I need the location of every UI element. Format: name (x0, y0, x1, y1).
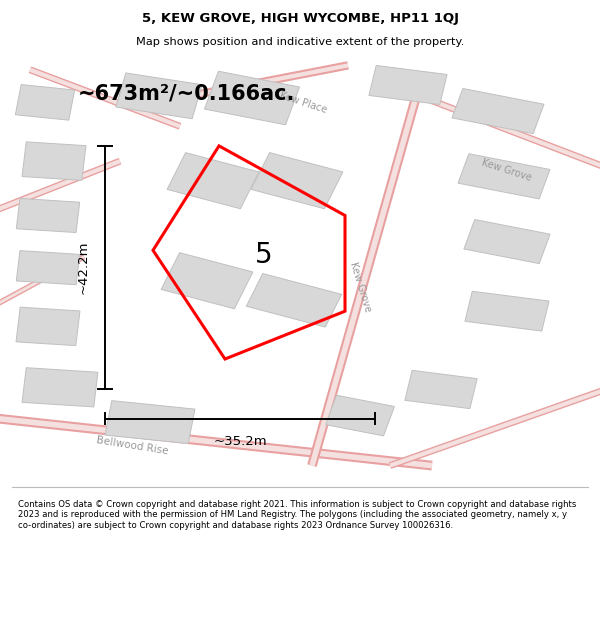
Polygon shape (464, 219, 550, 264)
Text: Contains OS data © Crown copyright and database right 2021. This information is : Contains OS data © Crown copyright and d… (18, 500, 577, 530)
Polygon shape (405, 371, 477, 409)
Text: ~673m²/~0.166ac.: ~673m²/~0.166ac. (78, 84, 295, 104)
Polygon shape (452, 89, 544, 134)
Polygon shape (16, 307, 80, 346)
Polygon shape (167, 152, 259, 209)
Polygon shape (16, 84, 74, 120)
Text: 5, KEW GROVE, HIGH WYCOMBE, HP11 1QJ: 5, KEW GROVE, HIGH WYCOMBE, HP11 1QJ (142, 12, 458, 25)
Text: ~42.2m: ~42.2m (77, 241, 90, 294)
Text: Kew Grove: Kew Grove (481, 157, 533, 182)
Text: Kew Place: Kew Place (278, 90, 328, 115)
Polygon shape (369, 66, 447, 104)
Text: Map shows position and indicative extent of the property.: Map shows position and indicative extent… (136, 38, 464, 48)
Text: ~35.2m: ~35.2m (213, 435, 267, 448)
Polygon shape (105, 401, 195, 444)
Text: Kew Grove: Kew Grove (347, 261, 373, 314)
Polygon shape (247, 274, 341, 327)
Polygon shape (251, 152, 343, 209)
Polygon shape (205, 71, 299, 125)
Polygon shape (161, 253, 253, 309)
Polygon shape (116, 73, 202, 119)
Polygon shape (16, 251, 80, 285)
Polygon shape (458, 154, 550, 199)
Polygon shape (16, 198, 80, 232)
Polygon shape (22, 368, 98, 407)
Text: 5: 5 (255, 241, 273, 269)
Polygon shape (465, 291, 549, 331)
Polygon shape (22, 142, 86, 181)
Text: Bellwood Rise: Bellwood Rise (95, 436, 169, 457)
Polygon shape (326, 395, 394, 436)
